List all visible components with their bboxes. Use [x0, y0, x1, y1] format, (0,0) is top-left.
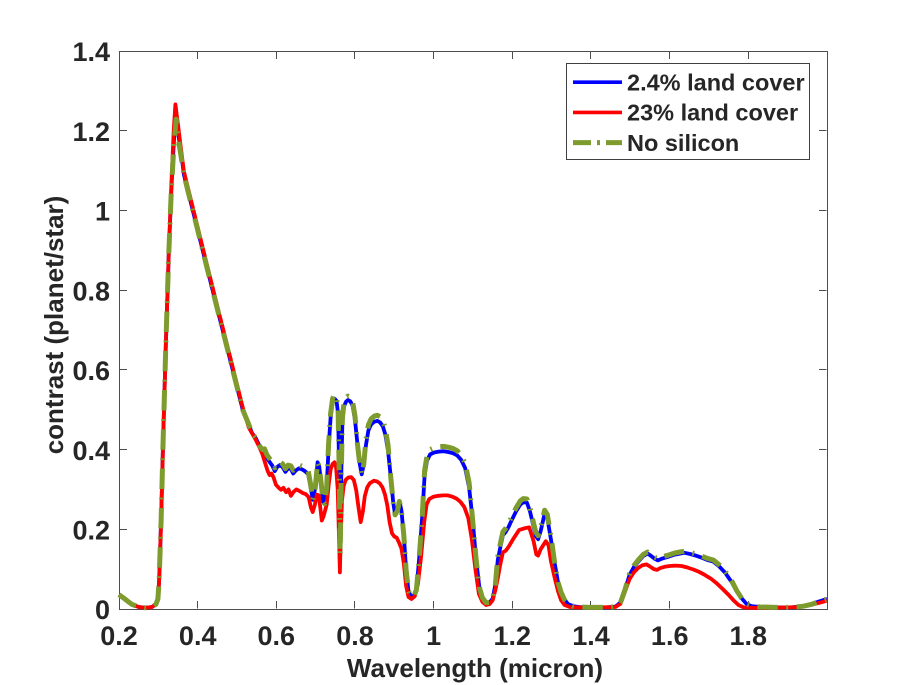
svg-text:0: 0	[95, 595, 110, 625]
svg-text:23% land cover: 23% land cover	[627, 100, 798, 126]
svg-text:contrast (planet/star): contrast (planet/star)	[39, 196, 69, 455]
svg-text:0.6: 0.6	[72, 356, 110, 386]
svg-text:0.2: 0.2	[72, 516, 110, 546]
svg-text:0.8: 0.8	[72, 276, 110, 306]
svg-text:No silicon: No silicon	[627, 130, 739, 156]
svg-text:1.4: 1.4	[572, 621, 610, 651]
svg-text:1.4: 1.4	[72, 37, 110, 67]
svg-text:0.6: 0.6	[258, 621, 296, 651]
svg-text:1: 1	[426, 621, 441, 651]
svg-text:0.2: 0.2	[100, 621, 138, 651]
svg-text:1.6: 1.6	[651, 621, 689, 651]
svg-text:Wavelength (micron): Wavelength (micron)	[347, 653, 603, 683]
svg-text:1.8: 1.8	[730, 621, 768, 651]
svg-text:0.4: 0.4	[179, 621, 217, 651]
svg-text:2.4% land cover: 2.4% land cover	[627, 69, 805, 95]
svg-text:1.2: 1.2	[494, 621, 532, 651]
svg-text:1.2: 1.2	[72, 117, 110, 147]
svg-text:1: 1	[95, 197, 110, 227]
svg-text:0.4: 0.4	[72, 436, 110, 466]
svg-text:0.8: 0.8	[336, 621, 374, 651]
